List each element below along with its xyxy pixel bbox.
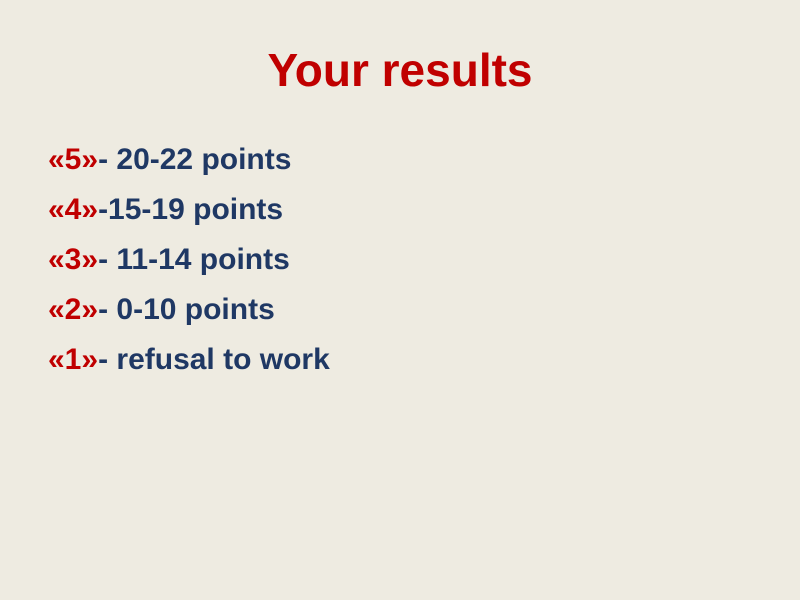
result-row: «5»- 20-22 points bbox=[48, 135, 800, 185]
result-row: «4»-15-19 points bbox=[48, 185, 800, 235]
points-label: - 0-10 points bbox=[98, 292, 275, 326]
points-label: - 20-22 points bbox=[98, 142, 292, 176]
results-list: «5»- 20-22 points «4»-15-19 points «3»- … bbox=[48, 135, 800, 385]
result-row: «2»- 0-10 points bbox=[48, 285, 800, 335]
points-label: - 11-14 points bbox=[98, 242, 290, 276]
result-row: «3»- 11-14 points bbox=[48, 235, 800, 285]
result-row: «1»- refusal to work bbox=[48, 335, 800, 385]
grade-label: «5» bbox=[48, 142, 99, 176]
grade-label: «1» bbox=[48, 342, 99, 376]
grade-label: «4» bbox=[48, 192, 99, 226]
grade-label: «3» bbox=[48, 242, 99, 276]
points-label: - refusal to work bbox=[98, 342, 330, 376]
grade-label: «2» bbox=[48, 292, 99, 326]
page-title: Your results bbox=[267, 44, 533, 96]
points-label: -15-19 points bbox=[98, 192, 284, 226]
